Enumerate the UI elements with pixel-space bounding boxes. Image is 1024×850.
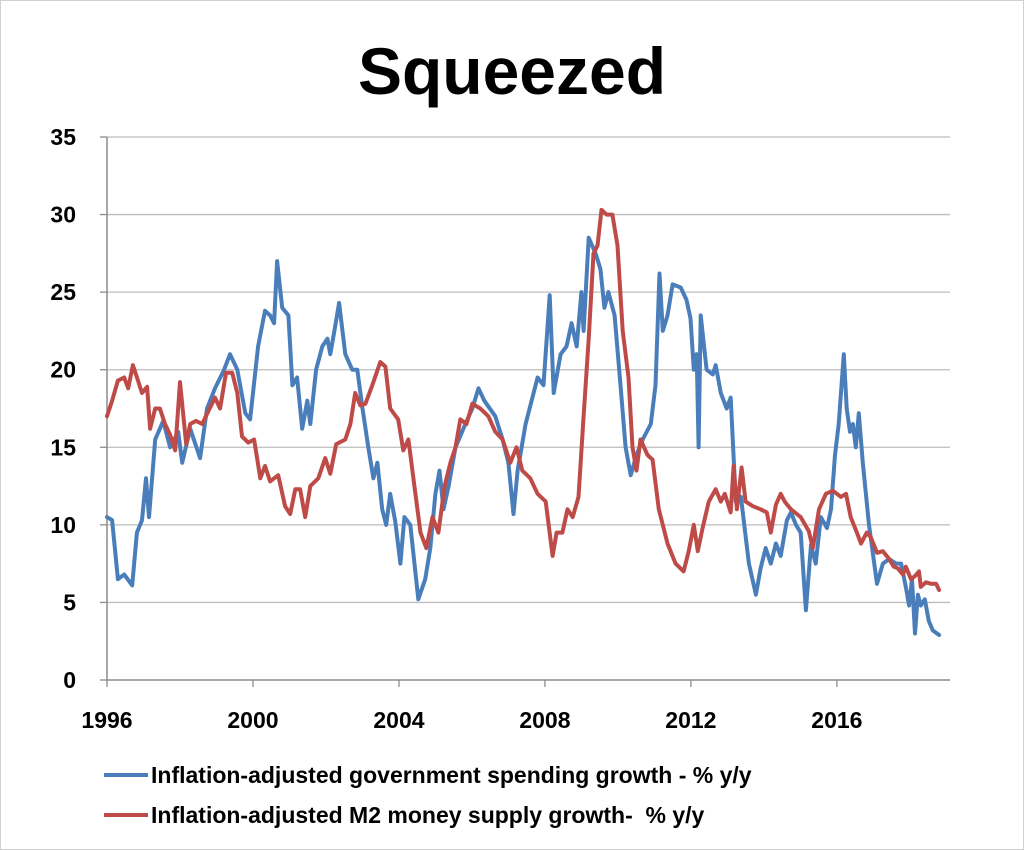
y-tick-label: 15 [50, 434, 76, 460]
y-tick-label: 20 [50, 357, 76, 383]
legend-label-government-spending: Inflation-adjusted government spending g… [151, 762, 752, 788]
x-tick-label: 2004 [373, 707, 424, 733]
series-lines [105, 207, 942, 637]
legend-label-m2-money-supply: Inflation-adjusted M2 money supply growt… [151, 802, 705, 828]
chart-title: Squeezed [358, 34, 666, 108]
x-tick-label: 1996 [81, 707, 132, 733]
gridlines [100, 136, 950, 687]
y-tick-label: 35 [50, 124, 76, 150]
x-tick-label: 2000 [227, 707, 278, 733]
y-tick-label: 0 [63, 667, 76, 693]
y-tick-label: 5 [63, 589, 76, 615]
y-tick-label: 30 [50, 202, 76, 228]
x-axis-ticks: 1996 2000 2004 2008 2012 2016 [81, 707, 862, 733]
x-tick-label: 2016 [811, 707, 862, 733]
y-tick-label: 25 [50, 279, 76, 305]
x-tick-label: 2012 [665, 707, 716, 733]
y-tick-label: 10 [50, 512, 76, 538]
y-axis-ticks: 0 5 10 15 20 25 30 35 [50, 124, 76, 693]
x-tick-label: 2008 [519, 707, 570, 733]
series-line-government-spending [105, 235, 942, 637]
legend: Inflation-adjusted government spending g… [104, 762, 752, 828]
series-line-m2-money-supply [105, 207, 942, 592]
